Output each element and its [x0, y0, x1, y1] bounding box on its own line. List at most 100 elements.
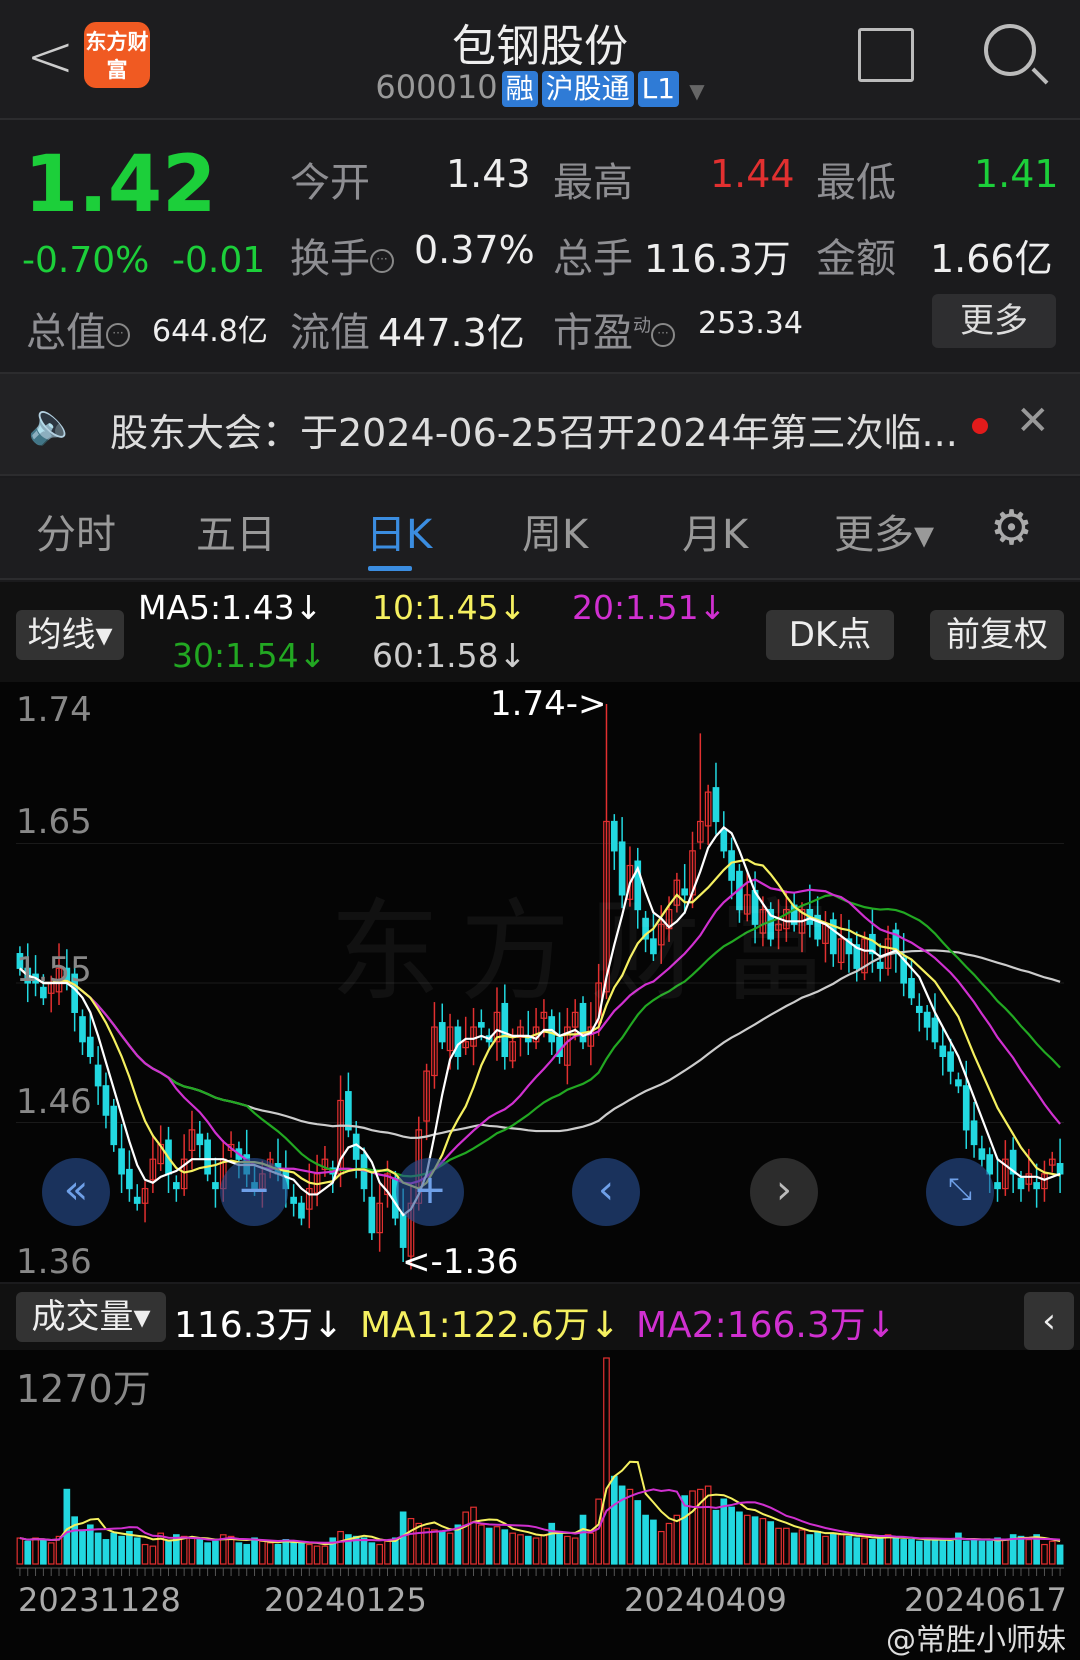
candle	[908, 977, 915, 999]
indicator-selector[interactable]: 均线▾	[16, 610, 124, 660]
volume-svg[interactable]	[0, 1350, 1080, 1582]
volume-bar	[86, 1524, 94, 1565]
gear-icon[interactable]: ⚙	[990, 500, 1034, 556]
volume-bar	[743, 1514, 751, 1565]
candle	[837, 938, 845, 964]
candle	[931, 1017, 939, 1043]
candle	[212, 1182, 219, 1190]
y-tick: 1.46	[16, 1082, 92, 1122]
announcement-bar[interactable]: 🔈 股东大会：于2024-06-25召开2024年第三次临... ✕	[0, 372, 1080, 476]
unread-dot-icon	[972, 418, 988, 434]
tab-monthly-k[interactable]: 月K	[682, 512, 749, 558]
volume-bar	[775, 1527, 782, 1565]
candle	[681, 888, 689, 896]
kline-svg[interactable]	[0, 682, 1080, 1282]
candle	[986, 1154, 994, 1175]
info-icon[interactable]: ···	[106, 323, 130, 347]
volume-bar	[172, 1534, 180, 1565]
volume-bar	[564, 1535, 571, 1565]
hk-connect-tag: 沪股通	[541, 71, 634, 107]
zoom-in-button[interactable]: +	[396, 1158, 464, 1226]
candle	[767, 908, 775, 940]
volume-bar	[517, 1534, 524, 1565]
share-icon[interactable]	[858, 28, 914, 82]
scroll-start-button[interactable]: «	[42, 1158, 110, 1226]
volume-bar	[133, 1537, 141, 1565]
volume-bar	[884, 1534, 892, 1565]
zoom-out-button[interactable]: −	[220, 1158, 288, 1226]
volume-chart[interactable]: 1270万 20231128 20240125 20240409 2024061…	[0, 1350, 1080, 1660]
x-tick: 20240409	[624, 1581, 787, 1619]
volume-bar	[188, 1537, 196, 1565]
candle	[384, 1173, 391, 1196]
fullscreen-icon[interactable]: ⤡	[926, 1158, 994, 1226]
candle	[665, 908, 673, 930]
close-icon[interactable]: ✕	[1016, 398, 1050, 444]
volume-bar	[571, 1537, 579, 1565]
tab-daily-k[interactable]: 日K	[366, 512, 433, 558]
scroll-right-button[interactable]: ›	[750, 1158, 818, 1226]
l1-tag[interactable]: L1	[637, 71, 680, 107]
volume-bar	[274, 1543, 282, 1565]
volume-bar	[180, 1535, 188, 1565]
candle	[1048, 1158, 1056, 1166]
collapse-panel-button[interactable]: ‹	[1024, 1292, 1074, 1350]
watermark-logo: 东方财富	[330, 888, 850, 1016]
volume-bar	[970, 1539, 978, 1565]
stock-code-line: 600010 融沪股通 L1 ▼	[0, 68, 1080, 107]
ma30-label: 30:1.54↓	[172, 636, 327, 675]
candle	[650, 938, 657, 955]
volume-bar	[900, 1539, 908, 1565]
kline-chart[interactable]: 东方财富 1.74 1.65 1.55 1.46 1.36 1.74-> <-1…	[0, 682, 1080, 1282]
ma20-line	[19, 878, 1061, 1185]
turnover-value: 0.37%	[414, 228, 535, 272]
volume-bar	[634, 1500, 642, 1565]
x-tick: 20231128	[18, 1581, 181, 1619]
active-tab-indicator	[368, 566, 412, 571]
scroll-left-button[interactable]: ‹	[572, 1158, 640, 1226]
dk-point-button[interactable]: DK点	[766, 610, 894, 660]
volume-bar	[681, 1495, 689, 1565]
volume-bar	[845, 1535, 853, 1565]
volume-bar	[157, 1532, 165, 1565]
mcap-label: 总值 ···	[26, 300, 130, 358]
pe-dynamic-mark: 动	[633, 315, 651, 337]
info-icon[interactable]: ···	[651, 323, 675, 347]
candle	[345, 1091, 352, 1131]
eastmoney-logo[interactable]: 东方财富	[84, 22, 150, 88]
dropdown-icon[interactable]: ▼	[689, 79, 705, 103]
back-button[interactable]: <	[26, 22, 75, 90]
candle	[915, 1005, 923, 1013]
volume-bar	[110, 1532, 118, 1565]
candle	[126, 1168, 133, 1190]
tab-five-day[interactable]: 五日	[196, 512, 276, 558]
price-adjust-button[interactable]: 前复权	[930, 610, 1064, 660]
more-button[interactable]: 更多	[932, 294, 1056, 348]
tab-intraday[interactable]: 分时	[36, 512, 116, 558]
info-icon[interactable]: ···	[370, 249, 394, 273]
candle	[149, 1158, 157, 1181]
tab-more[interactable]: 更多▾	[834, 512, 935, 558]
candle	[853, 944, 861, 969]
volume-bar	[532, 1537, 540, 1565]
candle	[923, 1011, 931, 1028]
candle	[861, 938, 868, 974]
speaker-icon: 🔈	[28, 401, 78, 447]
volume-bar	[391, 1537, 399, 1565]
volume-bar	[478, 1524, 485, 1565]
candle	[657, 923, 665, 946]
volume-bar	[908, 1539, 915, 1565]
announcement-text[interactable]: 股东大会：于2024-06-25召开2024年第三次临...	[110, 411, 958, 455]
volume-bar	[923, 1537, 931, 1565]
volume-bar	[618, 1485, 626, 1565]
search-icon[interactable]	[984, 24, 1036, 76]
volume-bar	[438, 1530, 446, 1565]
volume-selector[interactable]: 成交量▾	[16, 1292, 166, 1342]
candle	[1017, 1177, 1025, 1190]
candle	[1009, 1149, 1017, 1175]
volume-bar	[94, 1532, 102, 1565]
volume-bar	[1009, 1534, 1017, 1565]
volume-bar	[493, 1526, 501, 1565]
tab-weekly-k[interactable]: 周K	[522, 512, 589, 558]
volume-bar	[384, 1540, 391, 1565]
